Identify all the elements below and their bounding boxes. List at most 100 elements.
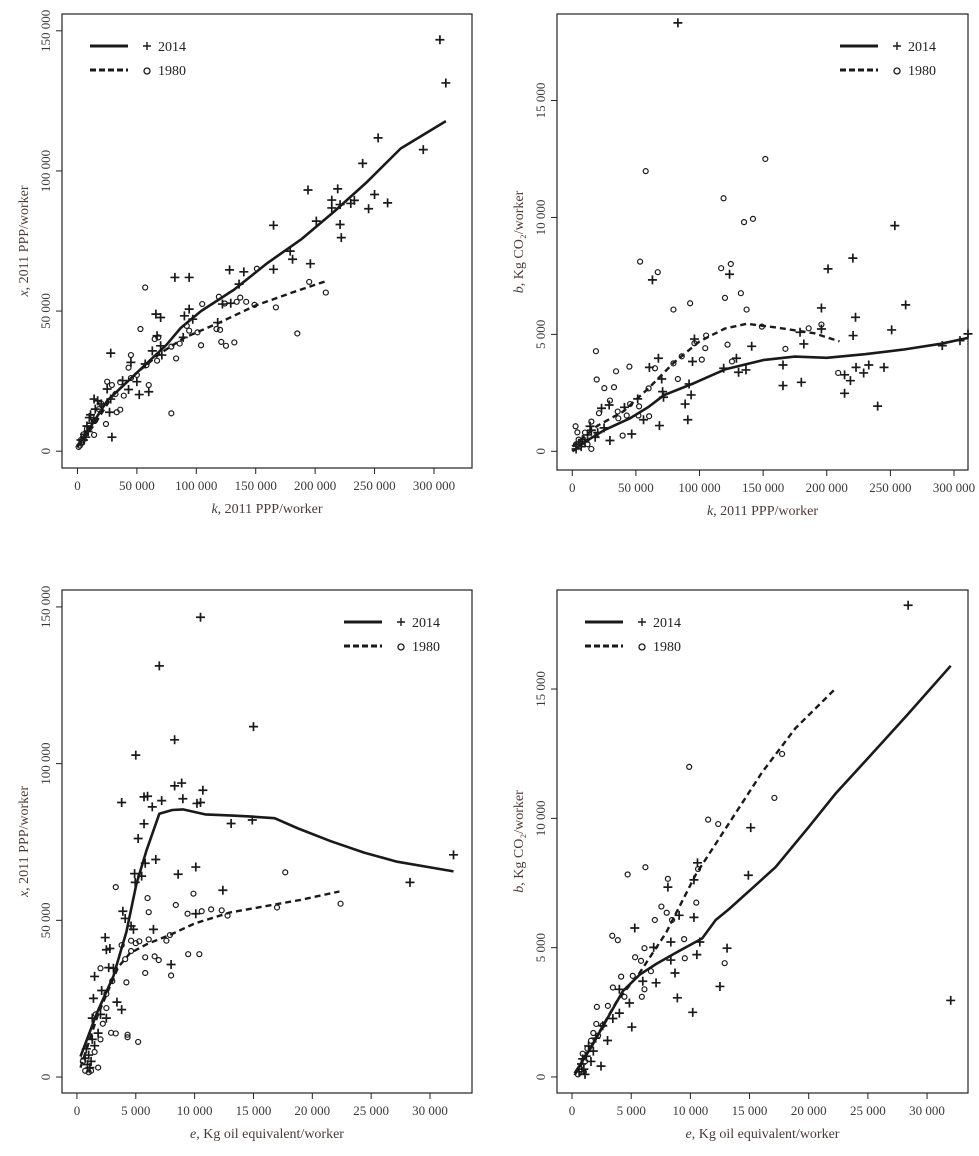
circle-marker: [612, 368, 620, 375]
plus-marker: [845, 376, 855, 386]
plus-marker: [647, 275, 657, 285]
plus-marker: [864, 360, 874, 370]
y-axis-title: x, 2011 PPP/worker: [17, 786, 32, 898]
circle-marker: [686, 763, 693, 770]
plus-marker: [93, 1028, 103, 1038]
plus-marker: [248, 722, 258, 732]
x-axis-variable: e: [686, 1127, 692, 1142]
x-axis-unit: , Kg oil equivalent/worker: [196, 1127, 344, 1142]
y-axis-unit: , 2011 PPP/worker: [17, 185, 32, 290]
plus-marker: [148, 924, 158, 934]
circle-marker: [143, 362, 150, 369]
circle-marker: [636, 258, 644, 265]
x-tick-label: 200 000: [294, 478, 336, 493]
plus-marker: [672, 993, 682, 1003]
series-2014: [571, 18, 973, 454]
circle-marker: [142, 284, 149, 291]
series-1980: [79, 869, 344, 1076]
plus-marker: [144, 387, 154, 397]
smooth-line-solid: [573, 664, 952, 1075]
plus-marker: [722, 943, 732, 953]
plus-marker: [747, 341, 757, 351]
x-tick-label: 15 000: [732, 1103, 768, 1118]
circle-marker: [185, 951, 192, 958]
circle-marker: [216, 326, 224, 333]
plus-marker: [191, 909, 201, 919]
circle-marker: [125, 364, 132, 371]
circle-marker: [624, 871, 631, 878]
x-tick-label: 150 000: [235, 478, 277, 493]
circle-marker: [168, 410, 175, 417]
x-tick-label: 25 000: [353, 1103, 389, 1118]
plus-marker: [117, 1005, 127, 1015]
x-axis-unit: , Kg oil equivalent/worker: [692, 1127, 840, 1142]
x-axis-title: k, 2011 PPP/worker: [211, 502, 322, 517]
circle-marker: [698, 356, 705, 363]
plus-marker: [746, 823, 756, 833]
circle-marker: [619, 432, 626, 439]
circle-marker: [670, 360, 677, 367]
plus-marker: [105, 944, 115, 954]
circle-marker: [595, 410, 603, 417]
circle-marker: [663, 909, 670, 916]
circle-marker: [137, 325, 144, 333]
circle-marker: [727, 260, 734, 268]
plus-marker: [670, 968, 680, 978]
legend-label: 1980: [412, 640, 440, 655]
circle-marker: [167, 972, 175, 979]
circle-marker: [142, 954, 149, 961]
circle-marker: [337, 900, 344, 907]
circle-marker: [778, 750, 786, 758]
circle-marker: [574, 429, 581, 436]
circle-marker: [720, 195, 727, 202]
circle-marker: [740, 219, 748, 226]
y-tick-label: 5 000: [533, 320, 548, 349]
circle-marker: [718, 265, 725, 272]
plus-marker: [335, 219, 345, 229]
y-tick-label: 5 000: [533, 933, 548, 962]
plus-marker: [128, 924, 138, 934]
plus-marker: [597, 403, 607, 413]
plus-marker: [604, 400, 614, 410]
y-tick-label: 100 000: [38, 742, 53, 784]
circle-marker: [221, 300, 228, 307]
x-tick-label: 0: [74, 1103, 81, 1118]
plus-marker: [741, 365, 751, 375]
legend-circle-marker: [397, 643, 405, 651]
plus-marker: [963, 329, 973, 339]
plus-marker: [859, 368, 869, 378]
plus-marker: [133, 834, 143, 844]
plus-marker: [373, 133, 383, 143]
circle-marker: [168, 343, 175, 350]
circle-marker: [127, 351, 135, 359]
plus-marker: [692, 950, 702, 960]
plus-marker: [639, 415, 649, 425]
circle-marker: [273, 904, 281, 911]
x-tick-label: 100 000: [175, 478, 217, 493]
circle-marker: [588, 418, 595, 425]
x-tick-label: 150 000: [742, 480, 784, 495]
y-tick-label: 0: [38, 1074, 53, 1081]
legend-label: 1980: [653, 640, 681, 655]
plus-marker: [311, 216, 321, 226]
legend-circle-marker: [143, 67, 151, 75]
legend: 2014 1980: [585, 616, 681, 655]
circle-marker: [145, 936, 152, 943]
circle-marker: [120, 392, 127, 399]
panel-3: 0 5 000 10 000 15 000 20 000 25 000 30 000 0 50 …: [17, 586, 473, 1142]
x-tick-label: 0: [569, 1103, 576, 1118]
circle-marker: [253, 265, 260, 272]
plus-marker: [143, 791, 153, 801]
x-tick-label: 5 000: [617, 1103, 646, 1118]
circle-marker: [641, 986, 648, 993]
circle-marker: [762, 155, 769, 163]
circle-marker: [728, 358, 736, 365]
circle-marker: [184, 910, 191, 917]
plus-marker: [196, 612, 206, 622]
circle-marker: [721, 294, 729, 301]
panel-2: 0 50 000 100 000 150 000 200 000 250 000 300 0…: [512, 13, 975, 519]
circle-marker: [588, 445, 595, 453]
x-tick-label: 20 000: [294, 1103, 330, 1118]
circle-marker: [213, 325, 220, 333]
circle-marker: [749, 215, 757, 222]
